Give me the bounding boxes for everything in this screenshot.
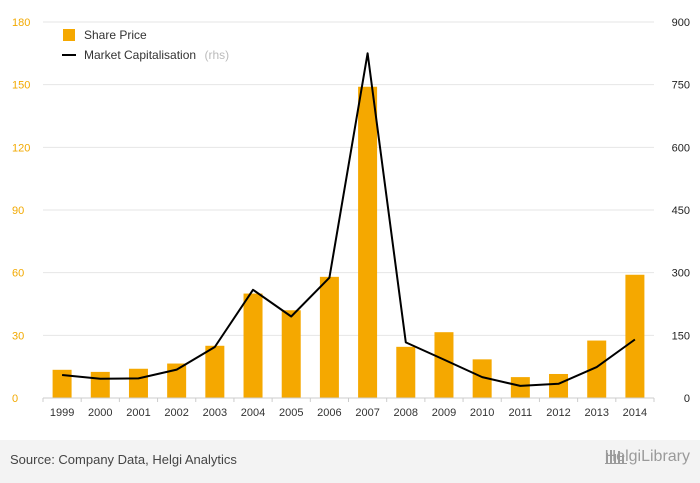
legend: Share Price Market Capitalisation (rhs) xyxy=(62,28,229,63)
share-price-bar xyxy=(625,274,645,398)
market-cap-line xyxy=(62,52,636,387)
x-tick-label: 2014 xyxy=(623,407,647,419)
legend-label-share-price: Share Price xyxy=(84,28,147,42)
share-price-bar xyxy=(396,346,416,398)
x-tick-label: 2013 xyxy=(584,407,608,419)
y-left-tick-label: 120 xyxy=(12,142,30,154)
y-right-tick-label: 600 xyxy=(672,142,690,154)
share-price-bar xyxy=(472,359,492,398)
axes: 0 30 60 90 120 150 180 0 150 300 450 600 750 900 1999 2… xyxy=(12,17,690,419)
x-tick-label: 2008 xyxy=(394,407,418,419)
x-tick-label: 2004 xyxy=(241,407,265,419)
combo-chart: 0 30 60 90 120 150 180 0 150 300 450 600 750 900 1999 2… xyxy=(12,17,690,419)
legend-label-market-cap: Market Capitalisation xyxy=(84,48,196,62)
svg-text:Market Capitalisation: Market Capitalisation (rhs) xyxy=(84,46,229,63)
y-right-tick-label: 750 xyxy=(672,80,690,92)
library-icon xyxy=(604,450,627,464)
x-tick-label: 2011 xyxy=(509,407,533,419)
y-left-tick-label: 30 xyxy=(12,330,24,342)
x-tick-label: 2001 xyxy=(126,407,150,419)
brand-text: HelgiLibrary xyxy=(604,448,690,465)
x-tick-label: 2000 xyxy=(88,407,112,419)
share-price-bar xyxy=(549,373,569,398)
share-price-bar xyxy=(90,371,110,398)
source-text: Source: Company Data, Helgi Analytics xyxy=(10,452,237,467)
share-price-bar xyxy=(434,332,454,398)
footer-bar xyxy=(0,440,700,483)
y-left-tick-label: 180 xyxy=(12,17,30,29)
share-price-bar xyxy=(358,86,378,398)
x-tick-label: 2006 xyxy=(317,407,341,419)
y-right-tick-label: 300 xyxy=(672,268,690,280)
y-right-tick-label: 450 xyxy=(672,205,690,217)
legend-swatch-share-price xyxy=(63,29,75,41)
share-price-bar xyxy=(587,340,607,398)
market-cap-series-line xyxy=(62,52,636,387)
share-price-bar xyxy=(281,310,301,398)
x-tick-label: 2003 xyxy=(203,407,227,419)
y-right-tick-label: 900 xyxy=(672,17,690,29)
brand-logo: HelgiLibrary xyxy=(604,448,690,466)
share-price-bar xyxy=(319,276,339,398)
y-left-tick-label: 60 xyxy=(12,268,24,280)
share-price-bar xyxy=(243,293,263,398)
x-tick-label: 1999 xyxy=(50,407,74,419)
share-price-bar xyxy=(510,377,530,398)
share-price-bars xyxy=(52,86,645,398)
share-price-bar xyxy=(52,369,72,398)
share-price-bar xyxy=(167,363,187,398)
x-tick-label: 2002 xyxy=(164,407,188,419)
y-right-tick-label: 0 xyxy=(684,393,690,405)
y-left-tick-label: 0 xyxy=(12,393,18,405)
y-left-tick-label: 90 xyxy=(12,205,24,217)
x-tick-label: 2007 xyxy=(355,407,379,419)
x-tick-label: 2005 xyxy=(279,407,303,419)
share-price-bar xyxy=(205,345,225,398)
grid-lines xyxy=(43,21,654,336)
x-tick-label: 2010 xyxy=(470,407,494,419)
y-right-tick-label: 150 xyxy=(672,330,690,342)
x-tick-label: 2009 xyxy=(432,407,456,419)
legend-label-rhs-note: (rhs) xyxy=(205,48,230,62)
share-price-bar xyxy=(128,368,148,398)
y-left-tick-label: 150 xyxy=(12,80,30,92)
x-tick-label: 2012 xyxy=(546,407,570,419)
